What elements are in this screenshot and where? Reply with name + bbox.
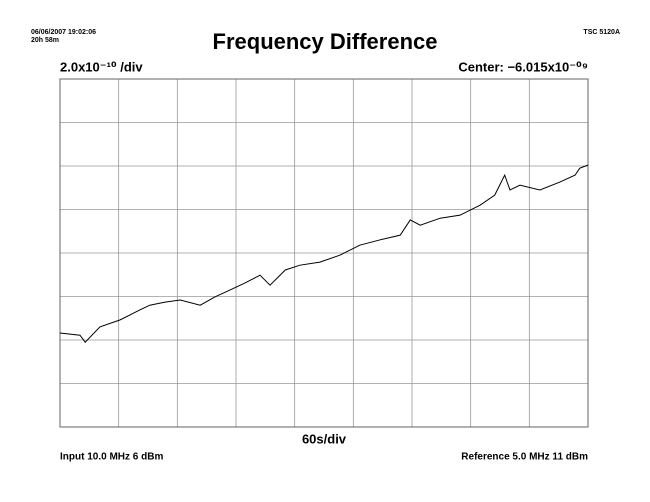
input-label: Input 10.0 MHz 6 dBm <box>60 452 163 463</box>
y-scale-label: 2.0x10⁻¹⁰ /div <box>60 59 143 74</box>
center-label: Center: −6.015x10⁻⁰⁹ <box>458 59 588 74</box>
plot-frame <box>59 78 589 428</box>
chart-title: Frequency Difference <box>213 29 438 54</box>
instrument: TSC 5120A <box>583 29 620 36</box>
data-line <box>59 164 589 343</box>
duration: 20h 58m <box>31 37 59 44</box>
reference-label: Reference 5.0 MHz 11 dBm <box>461 452 588 463</box>
x-scale-label: 60s/div <box>302 431 347 446</box>
timestamp: 06/06/2007 19:02:06 <box>31 29 96 36</box>
